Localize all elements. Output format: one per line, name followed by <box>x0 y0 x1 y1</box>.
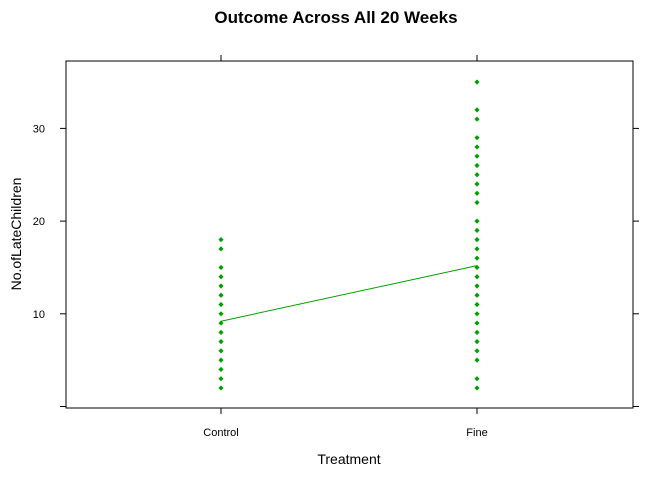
data-point <box>218 246 224 252</box>
data-point <box>474 320 480 326</box>
data-point <box>218 320 224 326</box>
data-point <box>474 237 480 243</box>
data-point <box>218 385 224 391</box>
data-point <box>218 292 224 298</box>
data-point <box>218 348 224 354</box>
data-point <box>218 274 224 280</box>
data-point <box>474 292 480 298</box>
data-point <box>218 357 224 363</box>
x-tick-label: Control <box>203 427 238 439</box>
data-point <box>218 311 224 317</box>
data-point <box>474 246 480 252</box>
data-point <box>474 385 480 391</box>
data-point <box>474 348 480 354</box>
data-point <box>474 172 480 178</box>
data-series <box>218 79 480 391</box>
data-point <box>474 218 480 224</box>
data-point <box>474 227 480 233</box>
y-tick-label: 10 <box>33 309 45 321</box>
y-tick-label: 30 <box>33 123 45 135</box>
data-point <box>474 339 480 345</box>
data-point <box>218 339 224 345</box>
data-point <box>218 237 224 243</box>
chart-title: Outcome Across All 20 Weeks <box>214 8 457 27</box>
data-point <box>218 301 224 308</box>
data-point <box>474 255 480 261</box>
plot-frame <box>65 60 634 409</box>
data-point <box>474 135 480 141</box>
data-point <box>474 301 480 308</box>
data-point <box>474 199 480 206</box>
data-point <box>218 329 224 335</box>
data-point <box>474 329 480 335</box>
y-axis: 10 20 30 <box>33 123 639 407</box>
data-point <box>474 264 480 271</box>
y-tick-label: 20 <box>33 216 45 228</box>
mean-line <box>220 265 478 322</box>
data-point <box>218 366 224 373</box>
x-axis: Control Fine <box>203 55 488 439</box>
data-point <box>474 162 480 169</box>
y-axis-label: No.ofLateChildren <box>8 178 24 291</box>
data-point <box>474 116 480 122</box>
data-point <box>474 283 480 289</box>
x-tick-label: Fine <box>466 427 487 439</box>
data-point <box>474 311 480 317</box>
data-point <box>474 274 480 280</box>
data-point <box>474 107 480 113</box>
data-point <box>474 79 480 85</box>
x-axis-label: Treatment <box>317 451 380 467</box>
data-point <box>218 376 224 382</box>
data-point <box>474 144 480 150</box>
data-point <box>218 283 224 289</box>
data-point <box>474 357 480 363</box>
data-point <box>474 190 480 196</box>
data-point <box>474 181 480 187</box>
data-point <box>218 264 224 271</box>
data-point <box>474 376 480 382</box>
data-point <box>474 153 480 159</box>
